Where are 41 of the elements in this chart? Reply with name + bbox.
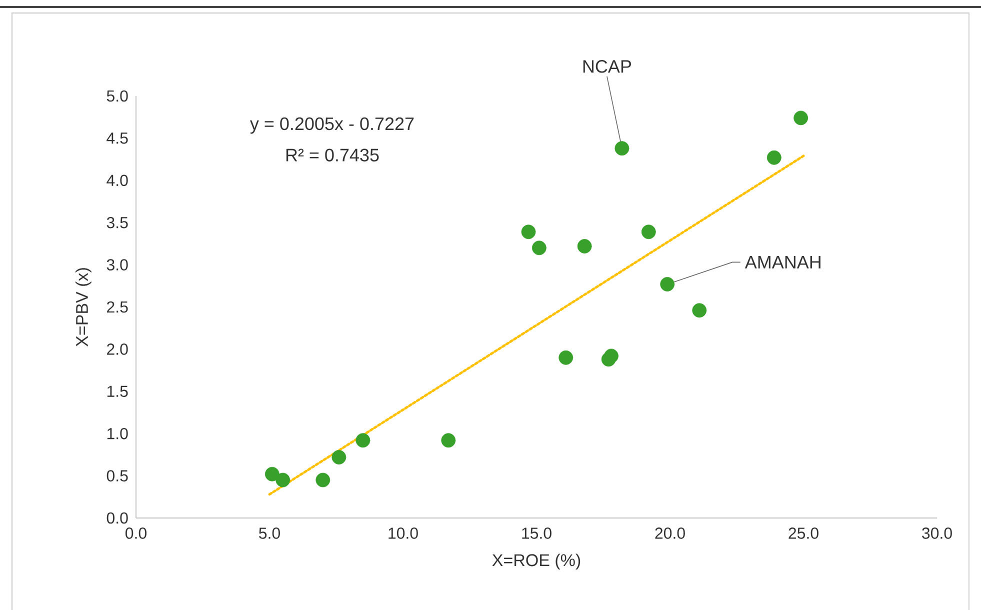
point: [264, 466, 280, 482]
x-axis-title: X=ROE (%): [492, 554, 580, 570]
x-tick-label: 15.0: [522, 528, 552, 539]
point: [766, 150, 782, 165]
y-tick-label: 0.5: [106, 470, 128, 482]
point: [794, 110, 808, 126]
y-tick-label: 5.0: [106, 90, 128, 102]
y-tick-label: 4.5: [106, 132, 128, 144]
point: [441, 433, 456, 448]
annotation: R² = 0.7435: [286, 148, 379, 162]
point: [521, 224, 536, 240]
y-tick-label: 4.0: [106, 174, 128, 186]
y-tick-label: 0.0: [106, 512, 128, 524]
point: [532, 240, 546, 256]
annotation: NCAP: [583, 60, 631, 73]
point: [316, 472, 330, 488]
point: [660, 277, 675, 292]
point: [558, 350, 574, 365]
y-tick-label: 3.5: [106, 216, 128, 228]
y-tick-label: 2.0: [107, 344, 128, 355]
point: [614, 141, 630, 156]
point: [332, 450, 346, 464]
annotation: AMANAH: [744, 256, 820, 268]
y-tick-label: 2.5: [107, 301, 128, 313]
x-tick-label: 0.0: [126, 528, 146, 539]
point: [577, 239, 592, 254]
y-axis-title: X=PBV (x): [76, 268, 92, 347]
y-tick-label: 1.0: [107, 428, 128, 440]
x-tick-label: 25.0: [788, 528, 818, 539]
x-tick-label: 10.0: [388, 528, 418, 539]
point: [276, 472, 290, 488]
point: [604, 348, 618, 364]
x-tick-label: 30.0: [922, 528, 952, 539]
point: [356, 433, 370, 448]
y-tick-label: 1.5: [107, 386, 128, 397]
point: [641, 224, 656, 240]
x-tick-label: 20.0: [655, 528, 685, 539]
annotation: y = 0.2005x - 0.7227: [250, 117, 414, 134]
x-tick-label: 5.0: [259, 528, 280, 539]
point: [692, 303, 707, 318]
y-tick-label: 3.0: [106, 259, 128, 270]
